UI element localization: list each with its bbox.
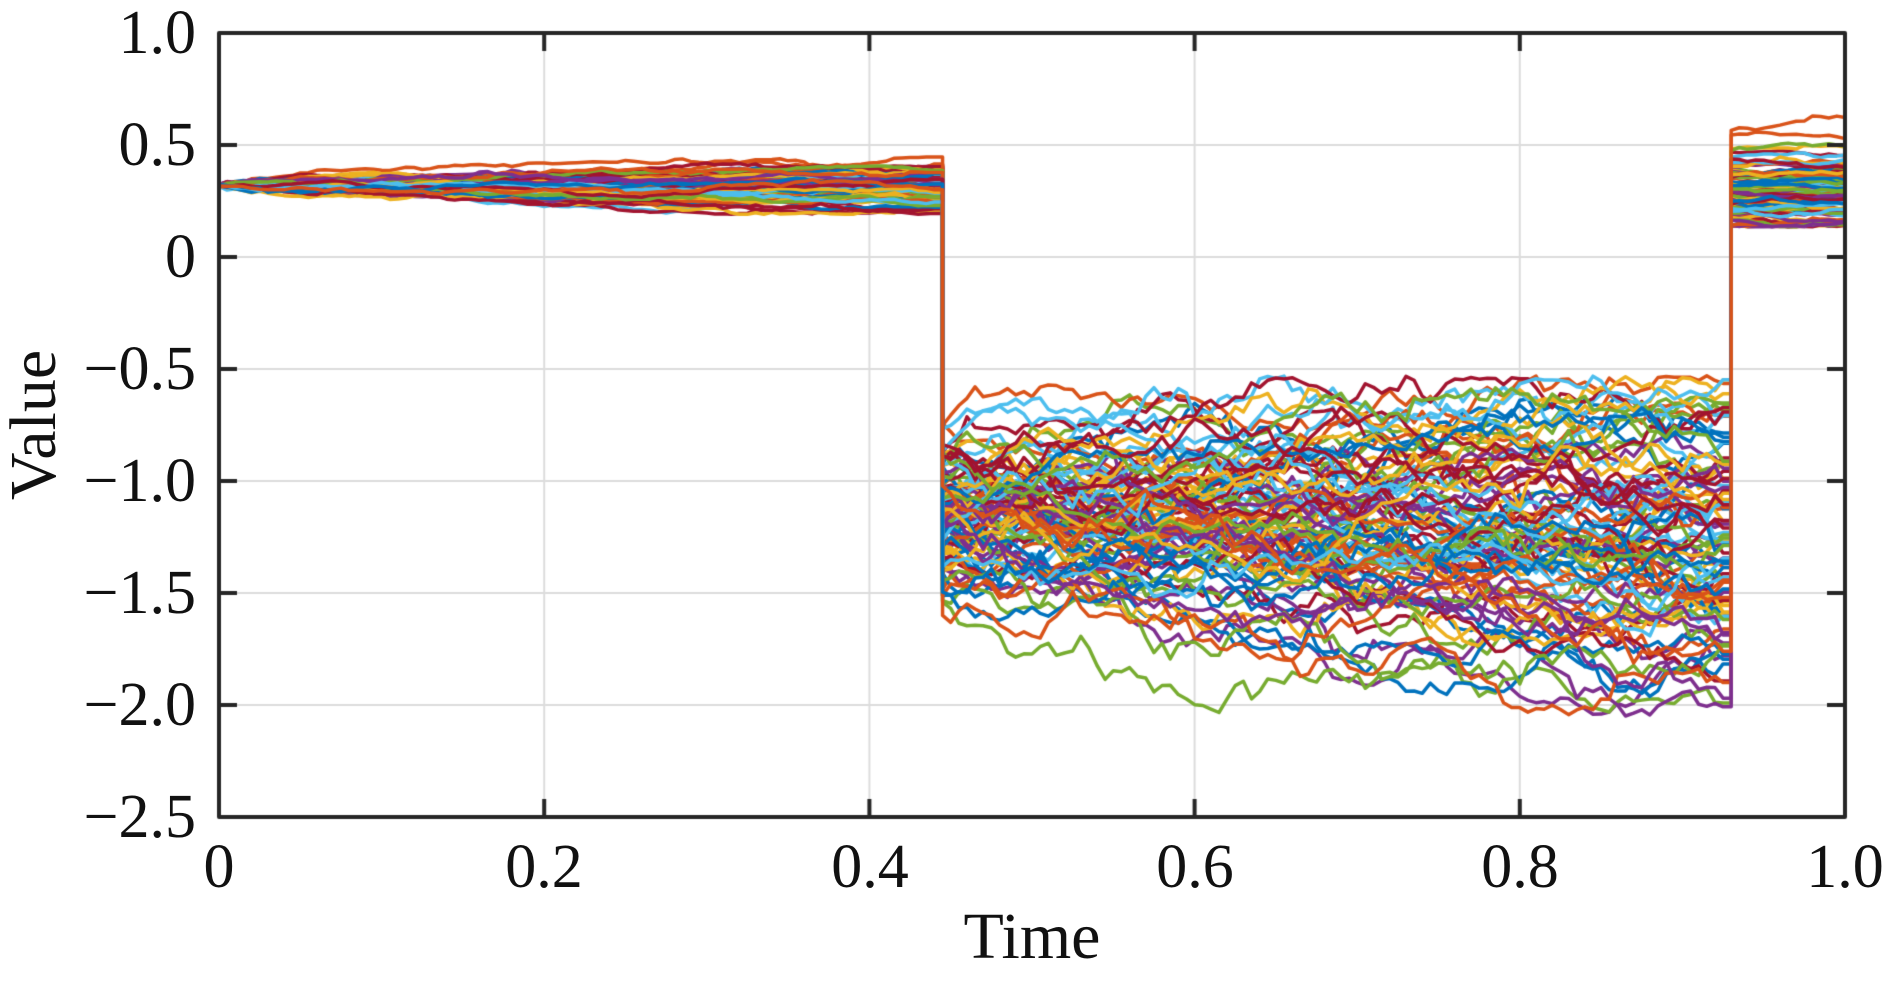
- y-axis-label: Value: [0, 349, 70, 501]
- y-tick-label: −2.5: [83, 783, 196, 851]
- x-axis-label: Time: [963, 900, 1101, 973]
- y-tick-label: 0: [165, 223, 196, 291]
- x-tick-label: 1.0: [1806, 833, 1884, 901]
- y-tick-label: −2.0: [83, 671, 196, 739]
- y-tick-label: −1.5: [83, 559, 196, 627]
- x-tick-label: 0: [203, 833, 235, 901]
- y-tick-label: 0.5: [118, 111, 197, 179]
- x-tick-label: 0.4: [831, 833, 909, 901]
- y-tick-label: −1.0: [83, 447, 196, 515]
- x-tick-label: 0.8: [1481, 833, 1559, 901]
- y-tick-label: 1.0: [118, 0, 197, 67]
- x-tick-label: 0.2: [505, 833, 583, 901]
- y-tick-label: −0.5: [83, 335, 196, 403]
- x-tick-label: 0.6: [1156, 833, 1234, 901]
